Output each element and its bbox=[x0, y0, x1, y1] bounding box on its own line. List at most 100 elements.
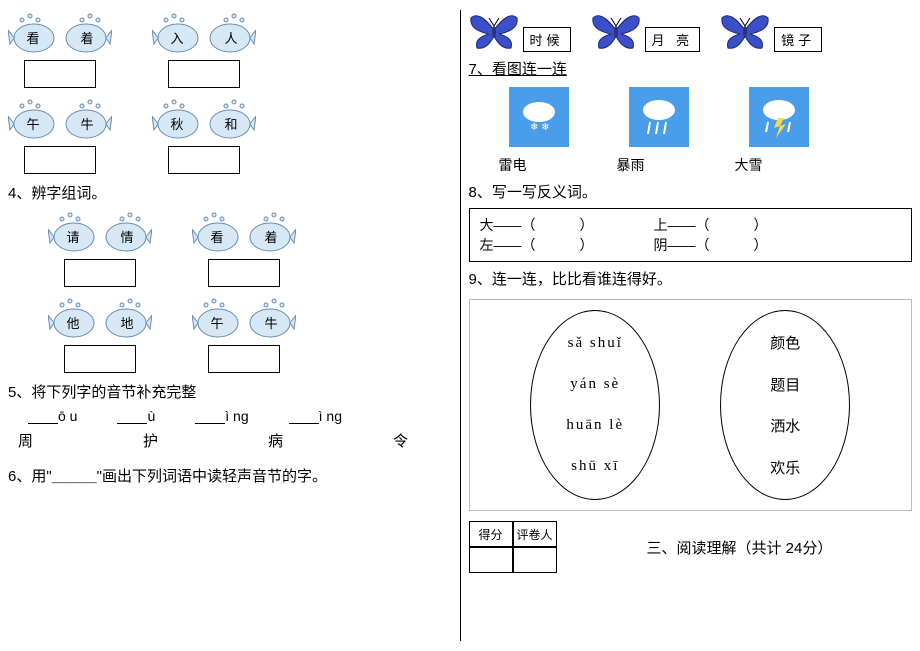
pinyin-frag: ì ng bbox=[195, 408, 248, 424]
weather-label: 大雪 bbox=[735, 155, 763, 175]
fish-q4b-row: 他 地 午 牛 bbox=[48, 295, 452, 373]
fish-pair: 看 着 bbox=[192, 209, 296, 255]
answer-box[interactable] bbox=[24, 60, 96, 88]
antonym-item: 左——（ ） bbox=[480, 235, 594, 255]
fish-char: 情 bbox=[120, 227, 133, 246]
pinyin-fragments: ō u ù ì ng ì ng bbox=[28, 408, 452, 424]
svg-text:❄ ❄: ❄ ❄ bbox=[530, 122, 550, 133]
fish-char: 秋 bbox=[170, 114, 183, 133]
right-column: 时候 月 亮 镜子 7、看图连一连 ❄ ❄ 雷电 暴雨 大雪 8、写一写反义词。… bbox=[461, 0, 920, 651]
score-label: 得分 bbox=[469, 521, 513, 547]
score-input[interactable] bbox=[469, 547, 513, 573]
left-column: 看 着 入 人 bbox=[0, 0, 460, 651]
fish-char: 和 bbox=[224, 114, 237, 133]
fish-char: 午 bbox=[26, 114, 39, 133]
fish-char: 地 bbox=[120, 313, 133, 332]
butterfly-label: 镜子 bbox=[774, 27, 822, 52]
question-6: 6、用"＿＿＿"画出下列词语中读轻声音节的字。 bbox=[8, 465, 452, 486]
antonym-item: 上——（ ） bbox=[654, 215, 768, 235]
fish-pair: 午 牛 bbox=[192, 295, 296, 341]
pinyin-frag: ù bbox=[117, 408, 155, 424]
answer-box[interactable] bbox=[168, 60, 240, 88]
fish-icon: 他 bbox=[48, 295, 98, 341]
butterfly-item: 镜子 bbox=[720, 10, 822, 52]
fish-pair-block: 午 牛 bbox=[192, 295, 296, 373]
fish-pair: 秋 和 bbox=[152, 96, 256, 142]
antonym-row: 大——（ ） 上——（ ） bbox=[480, 215, 902, 235]
butterfly-label: 月 亮 bbox=[645, 27, 701, 52]
antonym-box: 大——（ ） 上——（ ） 左——（ ） 阴——（ ） bbox=[469, 208, 913, 262]
grader-label: 评卷人 bbox=[513, 521, 557, 547]
pinyin-item: shū xī bbox=[571, 458, 619, 475]
fish-char: 入 bbox=[170, 28, 183, 47]
word-item: 欢乐 bbox=[770, 457, 800, 478]
fish-icon: 牛 bbox=[246, 295, 296, 341]
butterfly-item: 时候 bbox=[469, 10, 571, 52]
fish-pair-block: 看 着 bbox=[192, 209, 296, 287]
fish-icon: 请 bbox=[48, 209, 98, 255]
weather-label: 暴雨 bbox=[617, 155, 645, 175]
fish-pair-block: 秋 和 bbox=[152, 96, 256, 174]
weather-rain-icon bbox=[629, 87, 689, 147]
fish-pair-block: 入 人 bbox=[152, 10, 256, 88]
butterfly-icon bbox=[469, 10, 519, 52]
fish-char: 牛 bbox=[264, 313, 277, 332]
oval-right: 颜色 题目 洒水 欢乐 bbox=[720, 310, 850, 500]
q5-char: 病 bbox=[268, 430, 283, 451]
q5-char: 护 bbox=[143, 430, 158, 451]
question-9: 9、连一连，比比看谁连得好。 bbox=[469, 268, 913, 289]
weather-label: 雷电 bbox=[499, 155, 527, 175]
fish-char: 牛 bbox=[80, 114, 93, 133]
answer-box[interactable] bbox=[64, 345, 136, 373]
fish-icon: 牛 bbox=[62, 96, 112, 142]
question-4: 4、辨字组词。 bbox=[8, 182, 452, 203]
weather-snow-icon: ❄ ❄ bbox=[509, 87, 569, 147]
grader-input[interactable] bbox=[513, 547, 557, 573]
word-item: 题目 bbox=[770, 374, 800, 395]
oval-left: sǎ shuǐ yán sè huān lè shū xī bbox=[530, 310, 660, 500]
fish-icon: 情 bbox=[102, 209, 152, 255]
fish-q4a-row: 请 情 看 着 bbox=[48, 209, 452, 287]
fish-pair: 午 牛 bbox=[8, 96, 112, 142]
question-5: 5、将下列字的音节补充完整 bbox=[8, 381, 452, 402]
fish-pair: 他 地 bbox=[48, 295, 152, 341]
answer-box[interactable] bbox=[168, 146, 240, 174]
fish-char: 看 bbox=[210, 227, 223, 246]
fish-icon: 着 bbox=[246, 209, 296, 255]
weather-labels: 雷电 暴雨 大雪 bbox=[499, 155, 913, 175]
section-3-title: 三、阅读理解（共计 24分） bbox=[647, 537, 833, 558]
fish-pair-block: 他 地 bbox=[48, 295, 152, 373]
pinyin-item: sǎ shuǐ bbox=[568, 335, 623, 352]
pinyin-item: yán sè bbox=[570, 376, 620, 393]
fish-icon: 地 bbox=[102, 295, 152, 341]
fish-icon: 午 bbox=[192, 295, 242, 341]
fish-mid-row: 午 牛 秋 和 bbox=[8, 96, 452, 174]
answer-box[interactable] bbox=[24, 146, 96, 174]
fish-icon: 秋 bbox=[152, 96, 202, 142]
fish-char: 人 bbox=[224, 28, 237, 47]
fish-icon: 看 bbox=[192, 209, 242, 255]
butterfly-item: 月 亮 bbox=[591, 10, 701, 52]
question-8: 8、写一写反义词。 bbox=[469, 181, 913, 202]
fish-icon: 看 bbox=[8, 10, 58, 56]
butterfly-icon bbox=[720, 10, 770, 52]
word-item: 洒水 bbox=[770, 415, 800, 436]
q5-chars: 周 护 病 令 bbox=[18, 430, 452, 451]
pinyin-item: huān lè bbox=[566, 417, 624, 434]
antonym-row: 左——（ ） 阴——（ ） bbox=[480, 235, 902, 255]
fish-pair: 看 着 bbox=[8, 10, 112, 56]
answer-box[interactable] bbox=[208, 345, 280, 373]
answer-box[interactable] bbox=[64, 259, 136, 287]
answer-box[interactable] bbox=[208, 259, 280, 287]
fish-char: 他 bbox=[66, 313, 79, 332]
question-7: 7、看图连一连 bbox=[469, 58, 913, 79]
fish-pair: 请 情 bbox=[48, 209, 152, 255]
fish-icon: 入 bbox=[152, 10, 202, 56]
fish-icon: 着 bbox=[62, 10, 112, 56]
score-row: 得分 评卷人 三、阅读理解（共计 24分） bbox=[469, 521, 913, 573]
butterfly-icon bbox=[591, 10, 641, 52]
butterfly-row: 时候 月 亮 镜子 bbox=[469, 10, 913, 52]
word-item: 颜色 bbox=[770, 332, 800, 353]
weather-thunder-icon bbox=[749, 87, 809, 147]
fish-pair-block: 看 着 bbox=[8, 10, 112, 88]
